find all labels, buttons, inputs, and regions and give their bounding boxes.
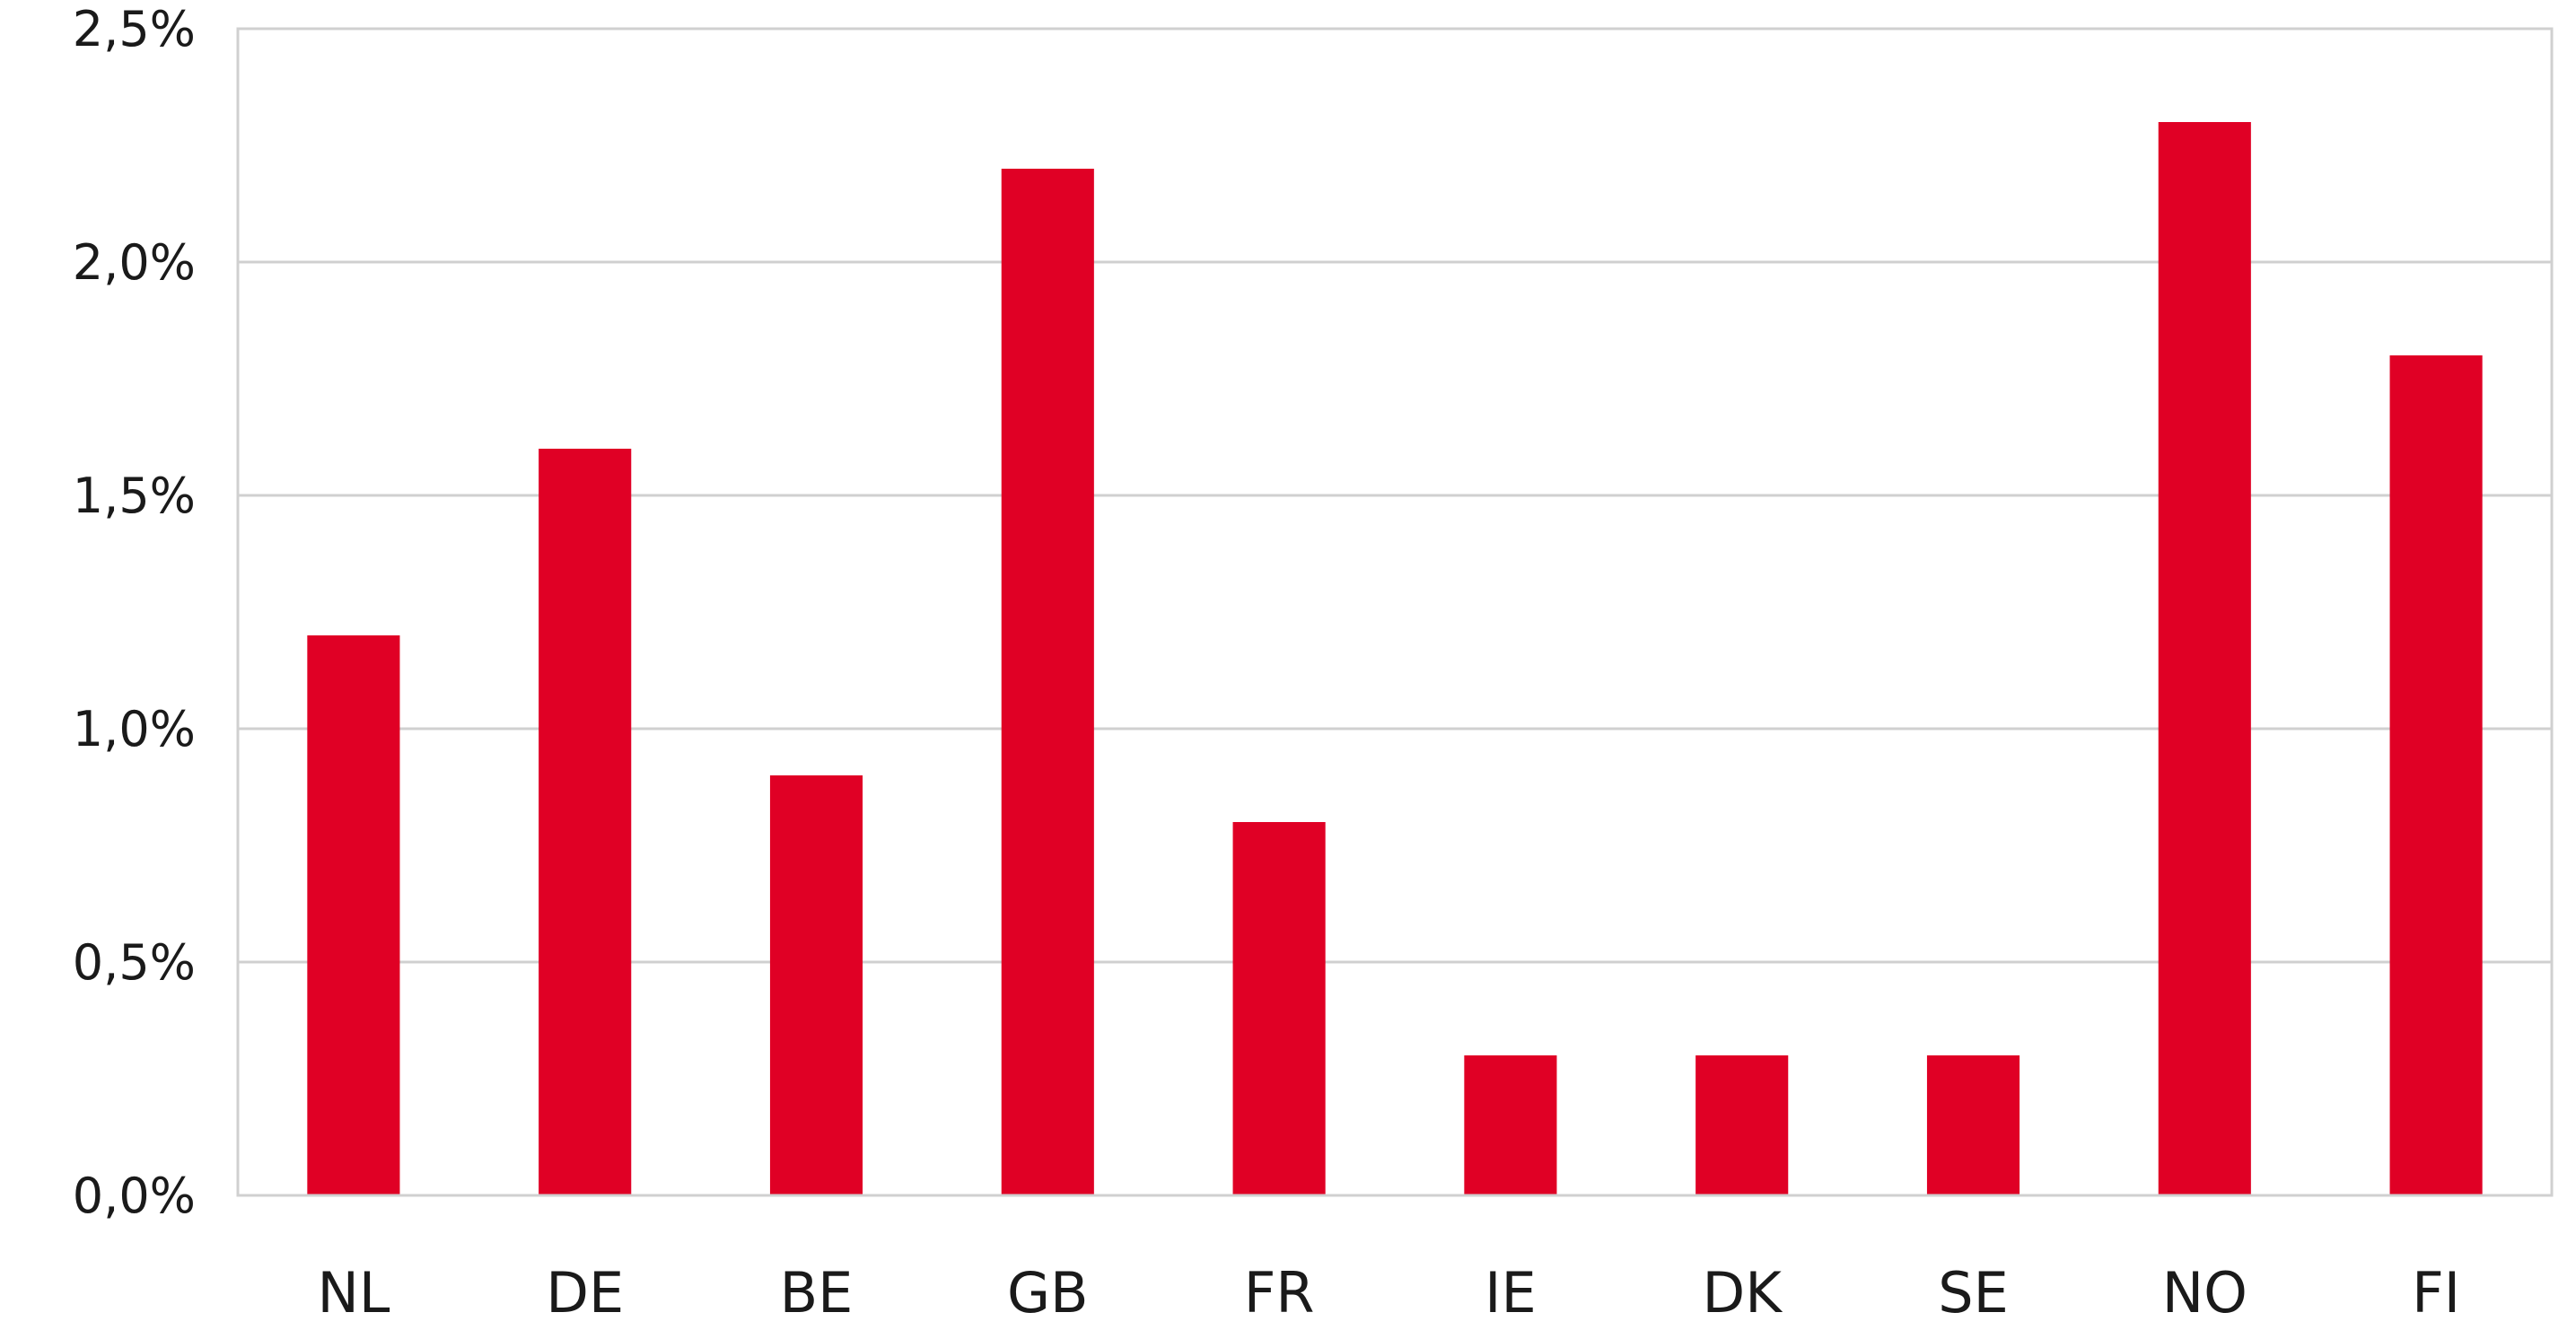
bar-nl: [307, 635, 400, 1195]
y-axis-tick-labels: 0,0% 0,5% 1,0% 1,5% 2,0% 2,5%: [73, 1, 196, 1224]
bar-no: [2158, 122, 2251, 1195]
bar-fi: [2389, 355, 2483, 1195]
x-tick-label-no: NO: [2162, 1260, 2247, 1326]
x-axis-tick-labels: NL DE BE GB FR IE DK SE NO FI: [317, 1260, 2460, 1326]
x-tick-label-ie: IE: [1485, 1260, 1536, 1326]
bar-se: [1926, 1055, 2020, 1195]
x-tick-label-fi: FI: [2412, 1260, 2460, 1326]
bar-gb: [1001, 169, 1094, 1195]
y-tick-label: 1,0%: [73, 701, 196, 757]
bar-dk: [1695, 1055, 1789, 1195]
y-tick-label: 1,5%: [73, 468, 196, 524]
x-tick-label-dk: DK: [1702, 1260, 1783, 1326]
x-tick-label-fr: FR: [1244, 1260, 1315, 1326]
x-tick-label-de: DE: [546, 1260, 624, 1326]
plot-frame: [236, 27, 2554, 1197]
plot-border: [236, 27, 2554, 1197]
y-tick-label: 0,0%: [73, 1168, 196, 1224]
bar-de: [539, 449, 632, 1195]
bars: [307, 122, 2483, 1195]
x-tick-label-se: SE: [1938, 1260, 2009, 1326]
x-tick-label-gb: GB: [1007, 1260, 1089, 1326]
y-tick-label: 2,0%: [73, 234, 196, 291]
y-tick-label: 2,5%: [73, 1, 196, 57]
x-tick-label-be: BE: [780, 1260, 854, 1326]
y-tick-label: 0,5%: [73, 934, 196, 991]
bar-fr: [1232, 822, 1326, 1195]
bar-be: [769, 775, 863, 1195]
x-tick-label-nl: NL: [317, 1260, 390, 1326]
bar-ie: [1464, 1055, 1557, 1195]
